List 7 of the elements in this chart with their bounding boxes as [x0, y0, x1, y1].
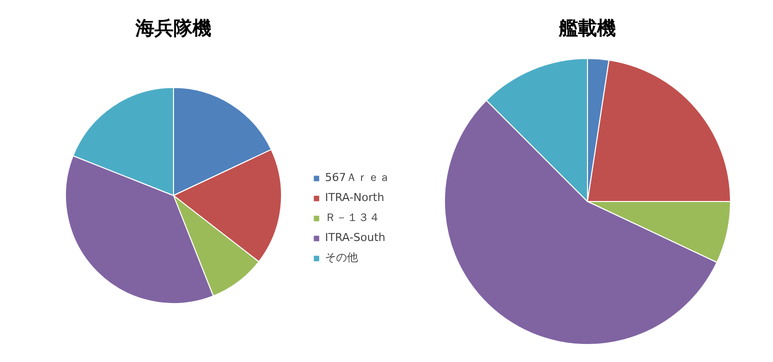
legend-label: ITRA-North — [325, 191, 384, 204]
legend-label: その他 — [325, 250, 358, 265]
chart-title: 艦載機 — [558, 18, 616, 40]
legend-label: ITRA-South — [325, 231, 386, 244]
legend-label: 567Ａｒｅａ — [325, 170, 390, 185]
chart-title: 海兵隊機 — [134, 18, 212, 40]
legend-label: Ｒ－１３４ — [325, 210, 380, 225]
